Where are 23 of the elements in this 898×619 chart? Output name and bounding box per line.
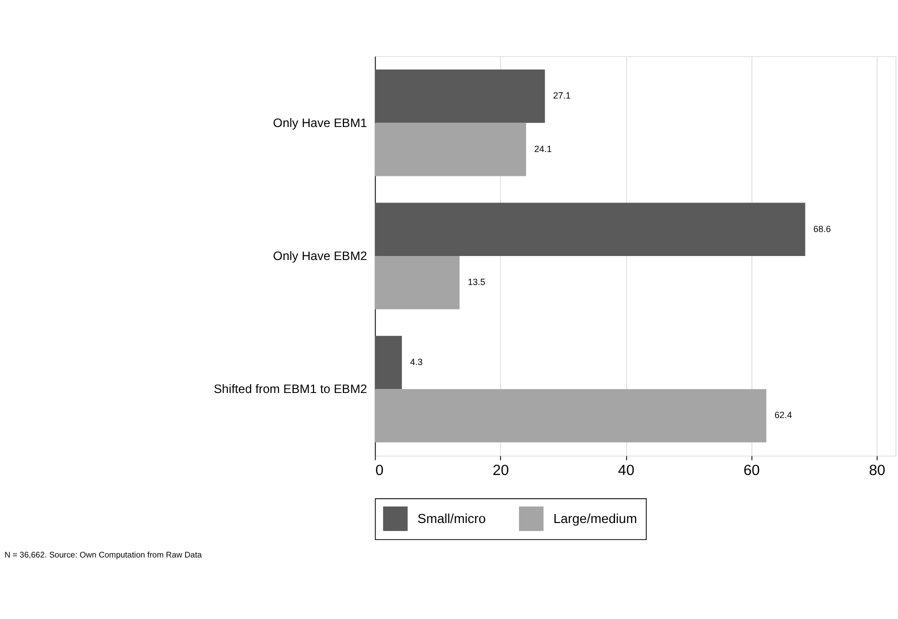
- data-label: 68.6: [813, 224, 831, 234]
- x-tick-label: 60: [743, 462, 760, 479]
- y-tick-label: Only Have EBM1: [273, 116, 368, 130]
- bar: [374, 389, 766, 442]
- data-label: 24.1: [534, 144, 552, 154]
- legend-label: Large/medium: [553, 510, 638, 526]
- legend-label: Small/micro: [417, 510, 486, 526]
- data-label: 4.3: [410, 356, 423, 367]
- bar: [374, 256, 460, 310]
- bar: [374, 70, 545, 123]
- x-tick-label: 0: [375, 462, 384, 479]
- y-tick-label: Shifted from EBM1 to EBM2: [214, 382, 368, 396]
- bar: [374, 202, 806, 256]
- text: N = 36,662. Source: Own Computation from Raw Data: [4, 550, 202, 560]
- x-tick-label: 40: [618, 462, 634, 479]
- x-tick-label: 20: [492, 462, 509, 479]
- bar: [374, 122, 526, 176]
- data-label: 62.4: [774, 410, 792, 420]
- x-tick-label: 80: [868, 462, 886, 479]
- bar: [374, 336, 402, 390]
- data-label: 13.5: [468, 277, 486, 288]
- y-tick-label: Only Have EBM2: [273, 249, 368, 264]
- data-label: 27.1: [553, 90, 571, 101]
